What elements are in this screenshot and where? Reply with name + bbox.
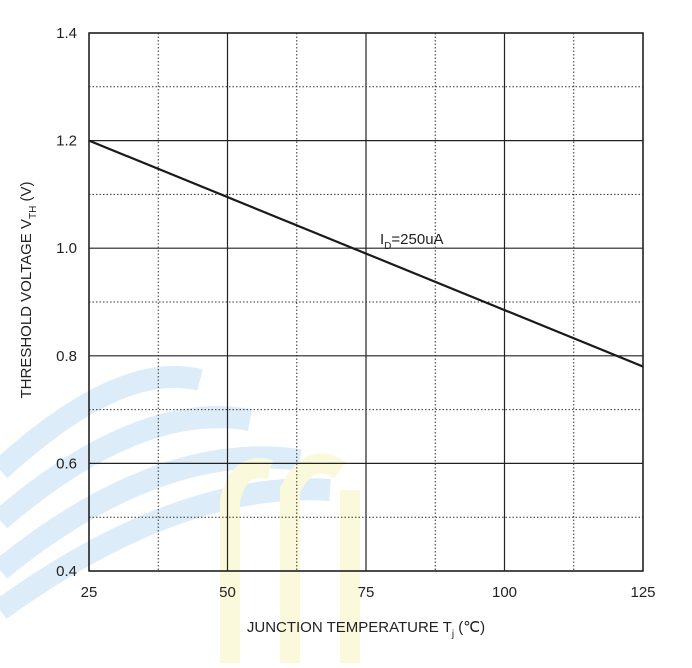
y-label-rest: (V) bbox=[18, 182, 35, 206]
chart: 2550751001250.40.60.81.01.21.4 ID=250uA … bbox=[0, 0, 692, 663]
y-tick-label: 0.4 bbox=[56, 563, 77, 580]
x-tick-label: 25 bbox=[81, 584, 98, 601]
y-tick-label: 0.6 bbox=[56, 455, 77, 472]
y-tick-label: 1.4 bbox=[56, 25, 77, 42]
y-tick-label: 1.2 bbox=[56, 133, 77, 150]
y-label-sub: TH bbox=[28, 206, 39, 219]
x-tick-label: 125 bbox=[630, 584, 655, 601]
y-axis-label: THRESHOLD VOLTAGE VTH (V) bbox=[18, 182, 39, 399]
y-tick-label: 1.0 bbox=[56, 240, 77, 257]
y-label-main: THRESHOLD VOLTAGE V bbox=[18, 219, 35, 398]
x-tick-label: 50 bbox=[219, 584, 236, 601]
x-label-main: JUNCTION TEMPERATURE T bbox=[247, 619, 452, 636]
annotation: ID=250uA bbox=[380, 231, 444, 252]
x-tick-label: 100 bbox=[492, 584, 517, 601]
annotation-sub: D bbox=[384, 241, 391, 252]
annotation-rest: =250uA bbox=[391, 231, 443, 248]
y-tick-label: 0.8 bbox=[56, 348, 77, 365]
x-label-rest: (℃) bbox=[454, 619, 485, 636]
x-tick-label: 75 bbox=[358, 584, 375, 601]
